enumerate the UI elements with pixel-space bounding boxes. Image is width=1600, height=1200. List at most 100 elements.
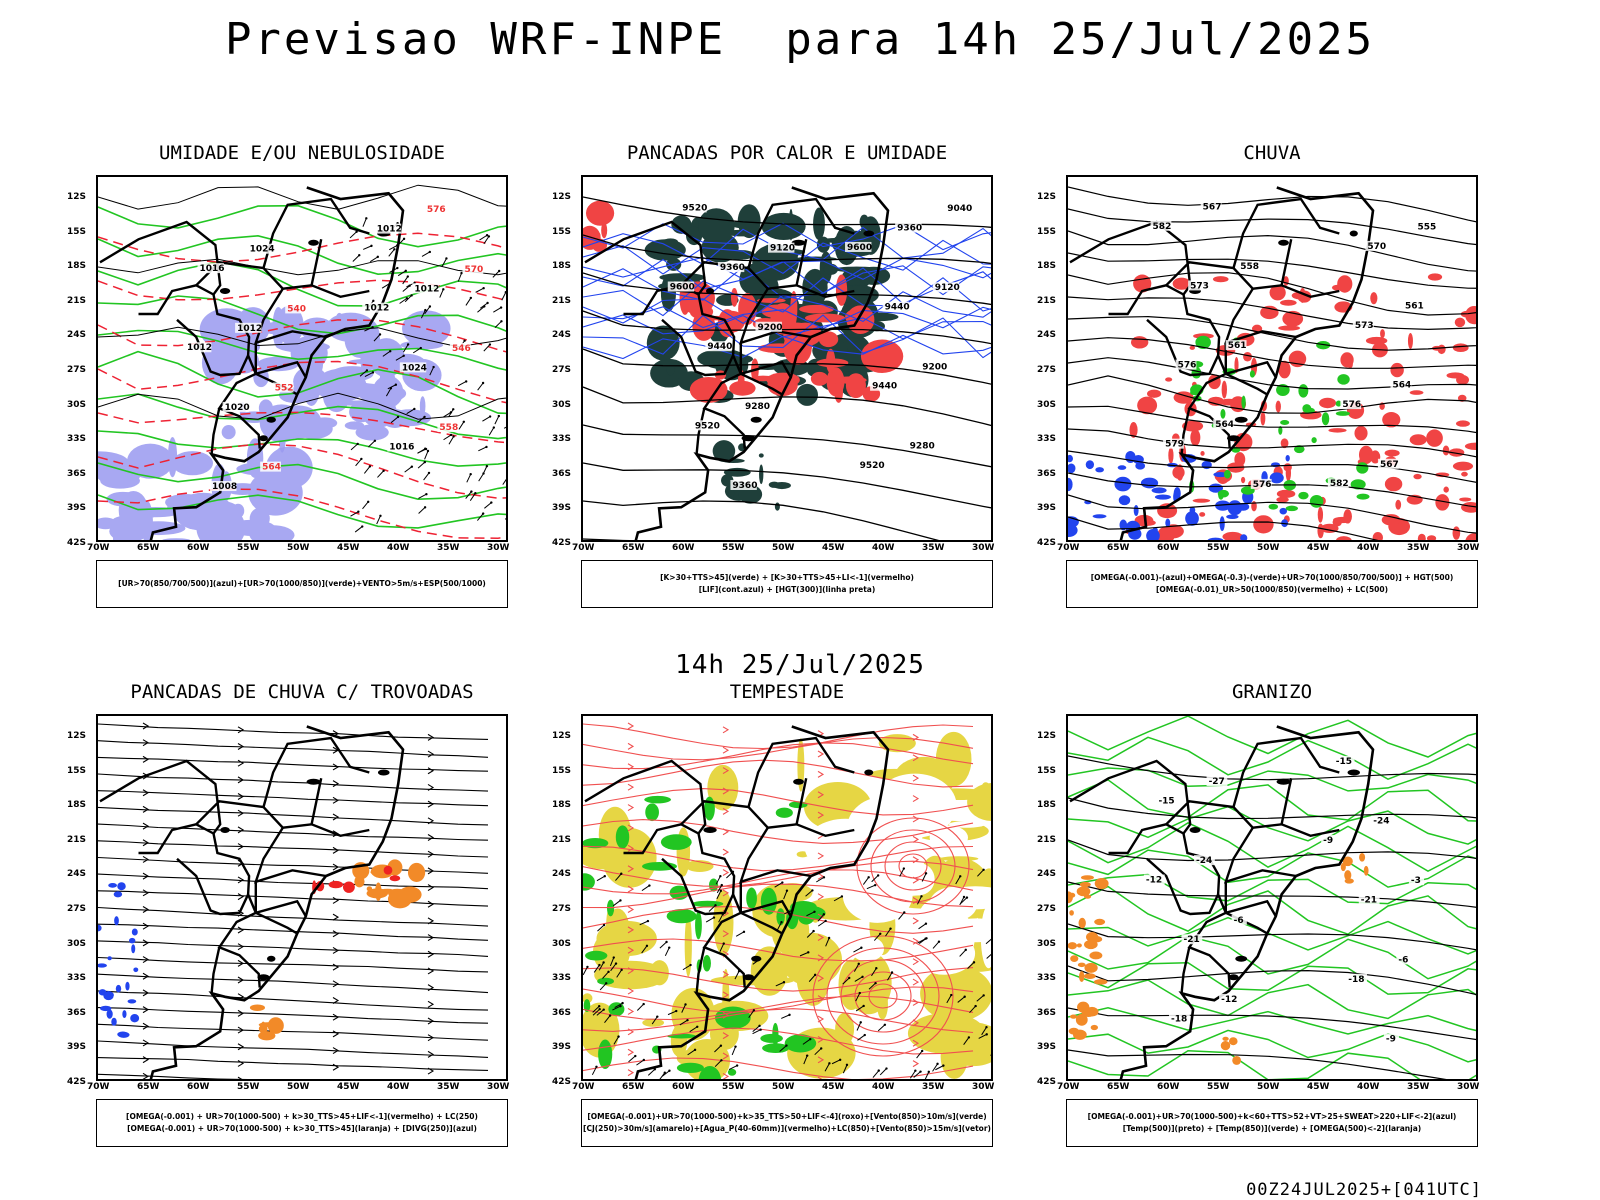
lat-tick-label: 30S [552, 938, 572, 949]
wind-vector-head [507, 476, 508, 478]
contour-label: 9360 [732, 481, 757, 491]
map-canvas [98, 722, 489, 1079]
height-500-contour-line [1068, 296, 1476, 331]
omega-strong-cell [1335, 411, 1350, 416]
humidity-mid-layer-cell [355, 424, 389, 441]
lat-tick-label: 24S [1037, 330, 1057, 341]
streamline-250-line [98, 1023, 489, 1041]
wind-vector [916, 896, 922, 905]
flow-arrow [722, 1072, 730, 1079]
wind-vector [714, 1045, 722, 1053]
lake-marker [750, 416, 762, 423]
unstable-zone-cell [834, 379, 844, 403]
wind-vector-head [598, 1004, 601, 1008]
streamline-850-line [583, 906, 974, 934]
wind-vector-head [759, 1028, 762, 1031]
wind-vector [403, 344, 409, 353]
lifted-index-contour-line [583, 314, 991, 359]
wind-vector-head [656, 1015, 659, 1018]
flow-arrow [237, 876, 245, 884]
omega-weak-cell [1285, 454, 1290, 462]
rain-area-cell [1319, 397, 1337, 409]
jet-stream-core-cell [797, 738, 805, 792]
rain-area-cell [1455, 420, 1470, 427]
wind-vector [417, 416, 425, 423]
height-500-contour-line [1068, 272, 1476, 316]
flow-arrow [722, 991, 730, 999]
wind-vector-head [488, 415, 492, 418]
coastline [149, 186, 405, 540]
omega-strong-cell [1316, 340, 1331, 350]
divergence-blue [98, 882, 140, 1038]
flow-arrow [142, 839, 150, 847]
cyclone-upper-ring [898, 853, 928, 879]
omega-strong-cell [1350, 479, 1366, 490]
flow-arrow [142, 939, 150, 947]
map-canvas: -12 -9 -15 -15 -18 -18 -21 -21 -24 -24 -27 -9 -12 -6 -… [1068, 716, 1476, 1079]
state-border [739, 881, 792, 917]
humidity-mid-layer-south-cell [127, 443, 174, 479]
wind-vector-head [848, 976, 851, 980]
contour-label: 9280 [745, 402, 770, 412]
wind-vector-head [965, 896, 969, 899]
panel-legend: [OMEGA(-0.001)+UR>70(1000-500)+k>35_TTS>… [581, 1099, 993, 1147]
wind-vector-head [714, 904, 717, 907]
wind-vector [610, 963, 617, 972]
wind-vector-head [972, 961, 976, 964]
flow-arrow [142, 922, 150, 930]
wind-vector [728, 1065, 738, 1071]
streamline-250-line [98, 956, 489, 973]
temp-500-contour [1068, 755, 1476, 1079]
lat-tick-label: 15S [67, 226, 87, 237]
wind-vector-head [963, 995, 966, 998]
flow-arrow [237, 1009, 245, 1017]
streamline-850-line [583, 883, 974, 909]
wind-vector [715, 875, 721, 885]
flow-arrow [332, 863, 340, 871]
omega-weak-cell [1133, 505, 1139, 517]
wind-vector-head [428, 250, 432, 254]
wind-vector [679, 1019, 688, 1026]
lat-tick-label: 12S [1037, 192, 1057, 202]
wind-vector-head [419, 346, 422, 350]
wind-vector-head [642, 1002, 645, 1006]
flow-arrow [722, 746, 730, 754]
lon-tick-label: 70W [1057, 543, 1080, 553]
contour-label: 573 [1355, 321, 1374, 331]
wind-vector-head [442, 288, 445, 291]
lon-tick-label: 35W [437, 1082, 460, 1092]
wind-vector-head [463, 339, 466, 342]
wind-vector-head [665, 940, 668, 944]
unstable-zone-cell [816, 358, 849, 368]
wind-vector [967, 961, 975, 969]
wind-vector-head [807, 951, 810, 954]
convection-zone-cell [820, 237, 855, 243]
contour-label: 546 [452, 344, 471, 354]
rain-area-cell [1380, 329, 1385, 339]
map-frame [96, 714, 508, 1081]
contour-label: 570 [1367, 242, 1386, 252]
height-300-contour-line [583, 348, 991, 385]
wind-vector [708, 904, 716, 912]
contour-label: 555 [1418, 222, 1437, 232]
thickness-contour-line [98, 279, 506, 302]
contour-label: 576 [1342, 400, 1361, 410]
rain-area-cell [1417, 533, 1426, 540]
wind-vector-head [445, 257, 448, 260]
wind-vector [477, 306, 485, 313]
omega-500-orange-east-cell [1340, 862, 1346, 872]
flow-arrow [142, 1039, 150, 1047]
divergence-blue-cell [131, 944, 136, 954]
wind-vector-head [356, 442, 359, 446]
omega-500-orange-south [1220, 1036, 1242, 1065]
rain-area-cell [1427, 273, 1443, 281]
wind-vector-head [500, 320, 503, 323]
wind-vector [817, 920, 826, 927]
lat-tick-label: 36S [552, 468, 572, 479]
omega-weak-cell [1085, 460, 1095, 470]
lake-marker [1234, 416, 1248, 423]
contour-label: 9440 [885, 303, 910, 313]
lon-tick-label: 70W [572, 543, 595, 553]
wind-vector-head [424, 447, 428, 451]
state-border [253, 827, 327, 884]
